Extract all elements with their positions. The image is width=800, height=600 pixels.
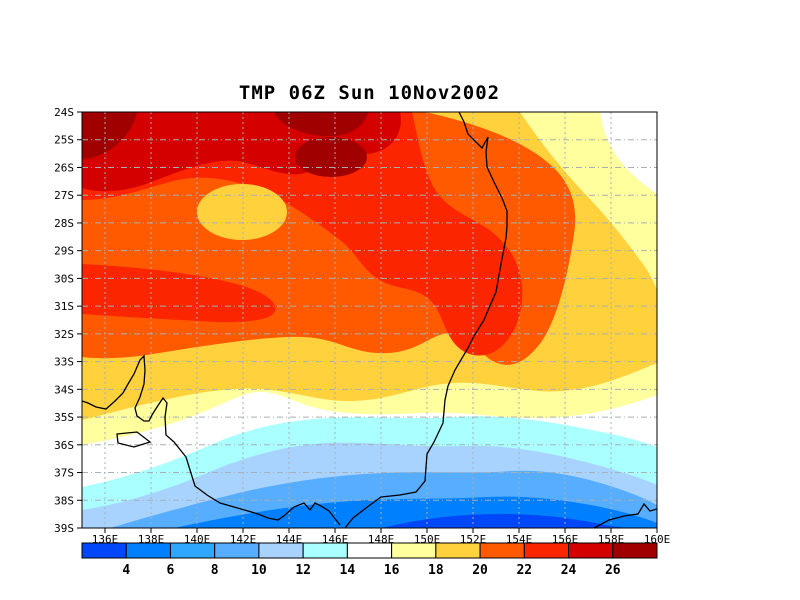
y-tick-label: 34S [54,383,74,396]
colorbar-segment [523,542,570,559]
y-tick-label: 25S [54,134,74,147]
colorbar-segment [302,542,348,559]
colorbar-label: 10 [251,563,267,578]
y-tick-label: 37S [54,467,74,480]
band-below-6 [382,514,630,528]
coastline-segment [82,354,341,526]
colorbar-segment [125,542,171,559]
colorbar-label: 8 [211,563,219,578]
band-above-26-nw-corner [82,112,137,159]
band-14-16-ne-corner [600,112,657,194]
band-above-26-top [274,112,368,137]
y-tick-label: 30S [54,272,74,285]
colorbar-segment [81,542,127,559]
colorbar-label: 20 [472,563,488,578]
band-above-26-blob [295,137,367,177]
y-tick-label: 27S [54,189,74,202]
colorbar-label: 16 [384,563,400,578]
colorbar-segment [435,542,481,559]
colorbar-segment [568,542,614,559]
y-tick-label: 35S [54,411,74,424]
colorbar-segment [214,542,260,559]
y-tick-label: 29S [54,245,74,258]
colorbar-label: 26 [605,563,621,578]
colorbar-label: 12 [295,563,311,578]
colorbar-label: 18 [428,563,444,578]
colorbar-label: 6 [167,563,175,578]
colorbar-segment [391,542,437,559]
plot-border [81,111,658,529]
colorbar-label: 4 [122,563,130,578]
y-tick-label: 28S [54,217,74,230]
colorbar-label: 24 [561,563,577,578]
colorbar-segment [258,542,304,559]
chart-title: TMP 06Z Sun 10Nov2002 [238,82,501,104]
coastline-segment [116,431,152,448]
y-axis: 24S 25S 26S 27S 28S 29S 30S 31S 32S 33S 34S 35S 36S 3… [54,106,82,535]
band-22-24-north [82,112,523,356]
y-tick-label: 32S [54,328,74,341]
map-plot-area [82,112,657,528]
y-tick-label: 38S [54,494,74,507]
coastline [82,112,657,528]
cool-pocket-18-20 [197,184,287,240]
y-tick-label: 33S [54,356,74,369]
colorbar-label: 14 [340,563,356,578]
colorbar-segment [479,542,525,559]
y-tick-label: 26S [54,161,74,174]
y-tick-label: 31S [54,300,74,313]
coastline-segment [593,502,657,528]
colorbar: 4 6 8 10 12 14 16 18 20 22 24 26 [81,542,658,578]
coastline-segment [344,112,508,528]
colorbar-segment [612,542,658,559]
y-tick-label: 39S [54,522,74,535]
colorbar-segment [346,542,393,559]
colorbar-label: 22 [516,563,532,578]
y-tick-label: 36S [54,439,74,452]
y-tick-label: 24S [54,106,74,119]
colorbar-segment [169,542,216,559]
